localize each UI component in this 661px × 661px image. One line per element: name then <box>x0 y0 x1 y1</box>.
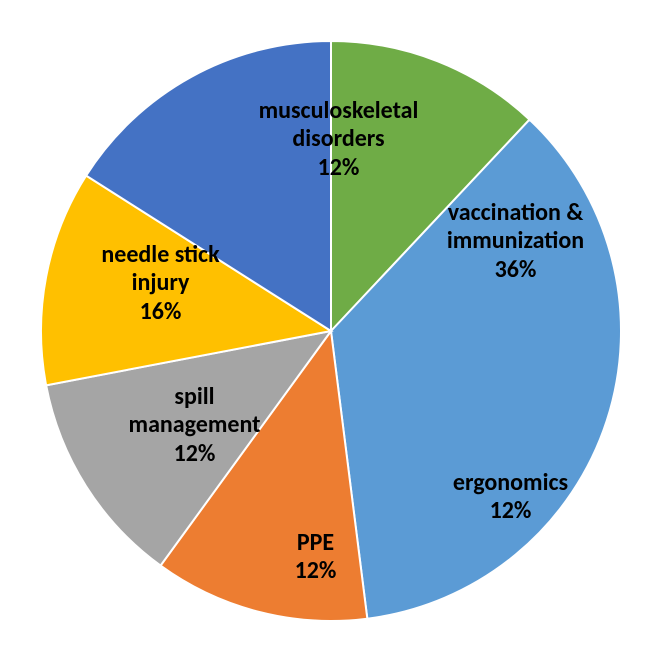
slice-label-line: musculoskeletal <box>229 97 449 126</box>
slice-label-line: PPE <box>256 529 376 558</box>
slice-label-line: vaccination & <box>401 199 631 228</box>
slice-label-line: management <box>95 411 295 440</box>
slice-label-line: needle stick <box>61 241 261 270</box>
slice-label-line: ergonomics <box>421 469 601 498</box>
slice-label-line: spill <box>95 383 295 412</box>
slice-label-line: 12% <box>256 557 376 586</box>
slice-label: vaccination &immunization36% <box>401 199 631 285</box>
slice-label: ergonomics12% <box>421 469 601 527</box>
slice-label: needle stickinjury16% <box>61 241 261 327</box>
slice-label-line: 16% <box>61 298 261 327</box>
slice-label-line: 12% <box>421 497 601 526</box>
slice-label: musculoskeletaldisorders12% <box>229 97 449 183</box>
slice-label: PPE12% <box>256 529 376 587</box>
pie-chart: musculoskeletaldisorders12%vaccination &… <box>31 31 631 631</box>
slice-label-line: 12% <box>229 154 449 183</box>
slice-label-line: 36% <box>401 256 631 285</box>
slice-label-line: injury <box>61 269 261 298</box>
slice-label-line: 12% <box>95 440 295 469</box>
slice-label-line: disorders <box>229 125 449 154</box>
slice-label: spillmanagement12% <box>95 383 295 469</box>
slice-label-line: immunization <box>401 227 631 256</box>
